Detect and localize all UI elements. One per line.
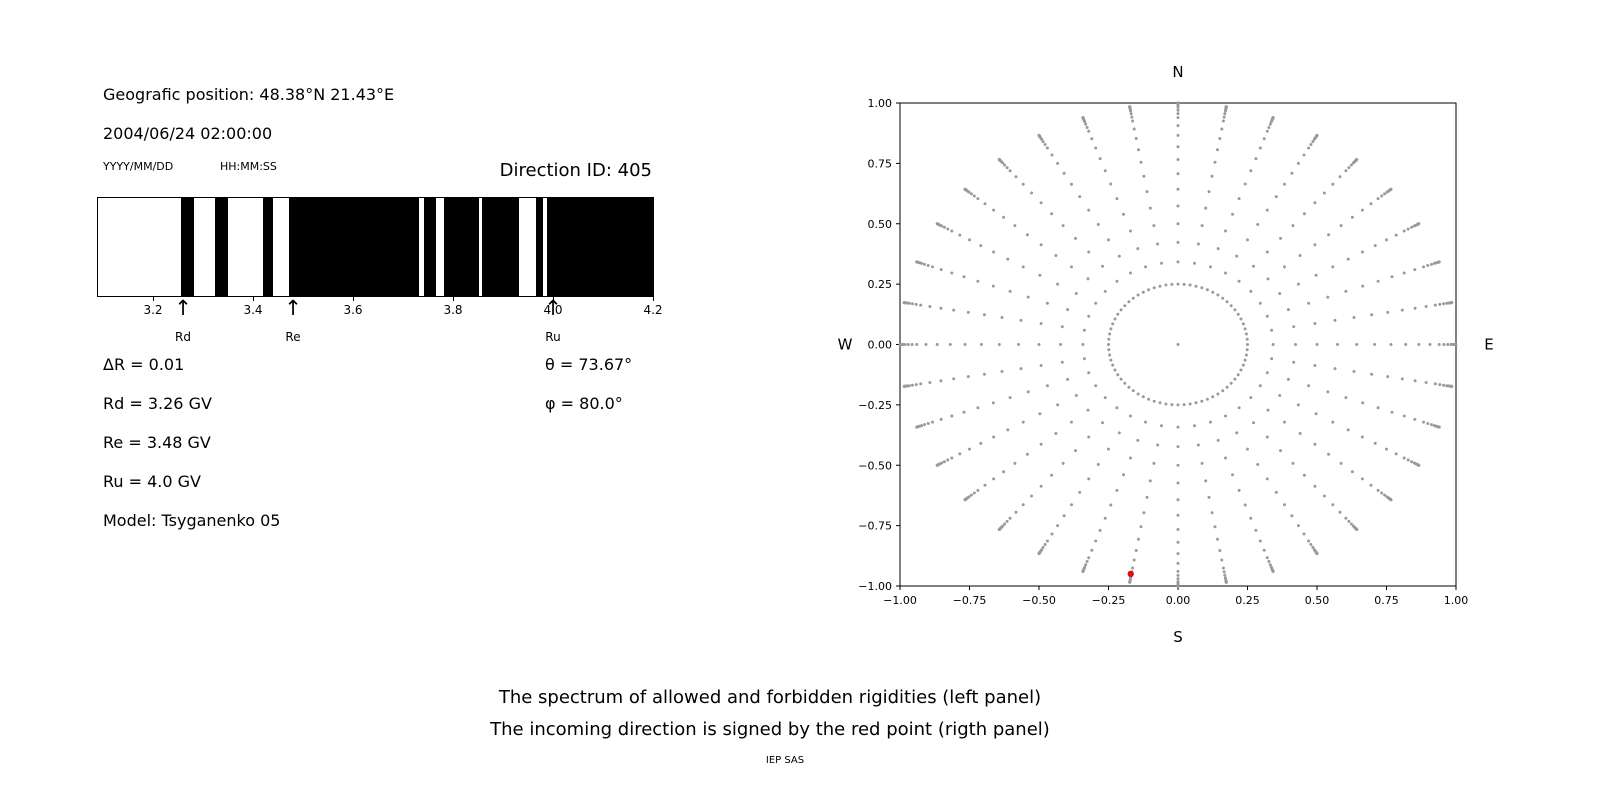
compass-south-label: S [1173, 628, 1183, 646]
marker-arrow-re: ↑ [284, 296, 302, 320]
y-tick-label: 0.75 [868, 157, 893, 170]
spectrum-x-tick [553, 297, 554, 301]
direction-grid-dots [898, 101, 1458, 588]
compass-east-label: E [1484, 336, 1493, 354]
compass-west-label: W [838, 336, 853, 354]
spectrum-x-axis: 3.2 3.4 3.6 3.8 4.0 4.2 ↑ Rd ↑ Re ↑ Ru [98, 296, 663, 357]
rigidity-spectrum-plot [97, 197, 654, 297]
spectrum-x-tick-label: 4.2 [643, 303, 663, 317]
x-tick-label: −0.50 [1022, 594, 1056, 607]
caption-credit: IEP SAS [765, 755, 805, 766]
x-tick-label: 1.00 [1444, 594, 1469, 607]
incoming-direction-red-point [1127, 570, 1134, 578]
marker-arrow-ru: ↑ [544, 296, 562, 320]
y-tick-label: 0.00 [868, 339, 893, 352]
marker-label-rd: Rd [175, 330, 191, 344]
spectrum-x-tick-label: 3.2 [143, 303, 163, 317]
param-theta: θ = 73.67° [545, 355, 633, 374]
spectrum-x-tick-label: 3.4 [243, 303, 263, 317]
x-tick-label: 0.50 [1305, 594, 1330, 607]
forbidden-band [262, 198, 273, 296]
y-tick-label: 0.25 [868, 278, 893, 291]
param-phi: φ = 80.0° [545, 394, 623, 413]
incoming-direction-plot: −1.00 −0.75 −0.50 −0.25 0.00 0.25 0.50 0.75 1.00… [838, 63, 1494, 646]
x-tick-label: 0.00 [1166, 594, 1191, 607]
spectrum-x-tick [353, 297, 354, 301]
x-tick-label: −0.75 [953, 594, 987, 607]
x-tick-label: 0.25 [1235, 594, 1260, 607]
param-ru: Ru = 4.0 GV [103, 472, 201, 491]
caption-line-2: The incoming direction is signed by the … [490, 719, 1050, 740]
param-model: Model: Tsyganenko 05 [103, 511, 281, 530]
forbidden-band [444, 198, 479, 296]
param-re: Re = 3.48 GV [103, 433, 211, 452]
caption-line-1: The spectrum of allowed and forbidden ri… [498, 687, 1042, 708]
marker-label-ru: Ru [545, 330, 561, 344]
spectrum-x-tick-label: 3.6 [343, 303, 363, 317]
x-tick-label: −1.00 [883, 594, 917, 607]
y-tick-label: −1.00 [858, 580, 892, 593]
spectrum-x-tick [453, 297, 454, 301]
param-delta-r: ΔR = 0.01 [103, 355, 185, 374]
y-tick-label: −0.25 [858, 399, 892, 412]
forbidden-band [536, 198, 543, 296]
forbidden-band [424, 198, 436, 296]
forbidden-band [547, 198, 653, 296]
forbidden-band [181, 198, 194, 296]
compass-north-label: N [1172, 63, 1183, 81]
y-tick-label: 0.50 [868, 218, 893, 231]
x-tick-label: −0.25 [1092, 594, 1126, 607]
spectrum-bands [98, 198, 653, 296]
spectrum-x-tick-label: 3.8 [443, 303, 463, 317]
geo-position-label: Geografic position: 48.38°N 21.43°E [103, 85, 395, 104]
direction-id-label: Direction ID: 405 [499, 160, 652, 181]
forbidden-band [482, 198, 519, 296]
spectrum-x-tick [253, 297, 254, 301]
x-tick-label: 0.75 [1374, 594, 1399, 607]
forbidden-band [289, 198, 419, 296]
y-tick-label: −0.50 [858, 459, 892, 472]
forbidden-band [215, 198, 228, 296]
spectrum-x-tick [653, 297, 654, 301]
y-tick-label: −0.75 [858, 520, 892, 533]
marker-arrow-rd: ↑ [174, 296, 192, 320]
datetime-label: 2004/06/24 02:00:00 [103, 124, 273, 143]
spectrum-x-tick [153, 297, 154, 301]
y-tick-label: 1.00 [868, 97, 893, 110]
date-format-label: YYYY/MM/DD [103, 160, 174, 173]
spectrum-x-tick-label: 4.0 [543, 303, 563, 317]
marker-label-re: Re [285, 330, 301, 344]
time-format-label: HH:MM:SS [220, 160, 277, 173]
param-rd: Rd = 3.26 GV [103, 394, 212, 413]
